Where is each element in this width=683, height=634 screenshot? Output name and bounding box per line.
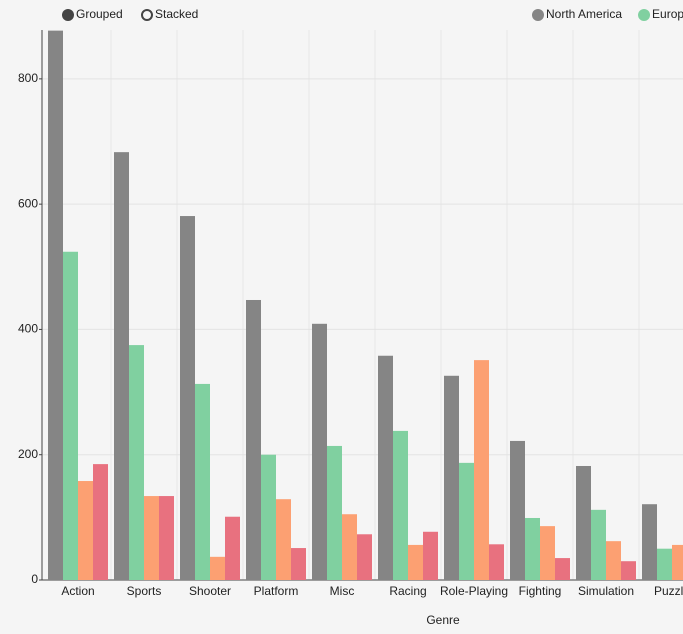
y-tick-label: 800 <box>18 71 38 85</box>
bar <box>642 504 657 580</box>
bar <box>606 541 621 580</box>
radio-unselected[interactable] <box>141 9 153 21</box>
x-tick-label: Racing <box>389 584 426 598</box>
x-axis-title: Genre <box>426 613 460 627</box>
bar <box>555 558 570 580</box>
bar <box>276 499 291 580</box>
x-tick-label: Shooter <box>189 584 231 598</box>
bar <box>312 323 327 580</box>
bar <box>378 355 393 580</box>
x-tick-label: Platform <box>254 584 299 598</box>
bar <box>423 531 438 580</box>
stacked-option[interactable]: Stacked <box>141 7 198 21</box>
legend-swatch[interactable] <box>532 9 544 21</box>
bar <box>195 383 210 580</box>
bar <box>621 561 636 580</box>
mode-label[interactable]: Stacked <box>155 7 198 21</box>
bar <box>474 360 489 580</box>
x-tick-label: Action <box>61 584 94 598</box>
bar <box>444 375 459 580</box>
x-tick-label: Fighting <box>519 584 562 598</box>
x-tick-label: Misc <box>330 584 355 598</box>
mode-label[interactable]: Grouped <box>76 7 123 21</box>
bar <box>159 496 174 580</box>
bar <box>525 517 540 580</box>
bar <box>327 445 342 580</box>
legend-label[interactable]: Europe <box>652 7 683 21</box>
bar <box>63 251 78 581</box>
bar <box>114 152 129 580</box>
mode-toggle: Grouped Stacked <box>62 7 198 21</box>
legend-swatch[interactable] <box>638 9 651 21</box>
y-tick-label: 400 <box>18 322 38 336</box>
bar <box>129 345 144 580</box>
bar <box>144 496 159 580</box>
bar <box>510 440 525 580</box>
bar <box>357 534 372 580</box>
radio-selected[interactable] <box>62 9 74 21</box>
bar <box>459 462 474 580</box>
bar <box>261 454 276 580</box>
bar <box>225 516 240 580</box>
y-tick-label: 0 <box>31 572 38 586</box>
bar <box>657 548 672 580</box>
bar <box>393 430 408 580</box>
bar <box>540 526 555 580</box>
x-tick-label: Sports <box>127 584 162 598</box>
grouped-option[interactable]: Grouped <box>62 7 123 21</box>
x-tick-label: Role-Playing <box>440 584 508 598</box>
bar <box>591 509 606 580</box>
bar <box>672 544 683 580</box>
bar <box>246 299 261 580</box>
x-tick-label: Puzzle <box>654 584 683 598</box>
bar <box>180 216 195 580</box>
x-tick-label: Simulation <box>578 584 634 598</box>
y-tick-label: 600 <box>18 196 38 210</box>
bar <box>489 544 504 580</box>
bar <box>93 464 108 580</box>
bar <box>210 556 225 580</box>
bar <box>291 548 306 580</box>
legend-label[interactable]: North America <box>546 7 622 21</box>
bar <box>408 544 423 580</box>
bar <box>48 30 63 581</box>
y-tick-label: 200 <box>18 447 38 461</box>
bar <box>576 465 591 580</box>
bar <box>78 481 93 580</box>
bar <box>342 514 357 580</box>
